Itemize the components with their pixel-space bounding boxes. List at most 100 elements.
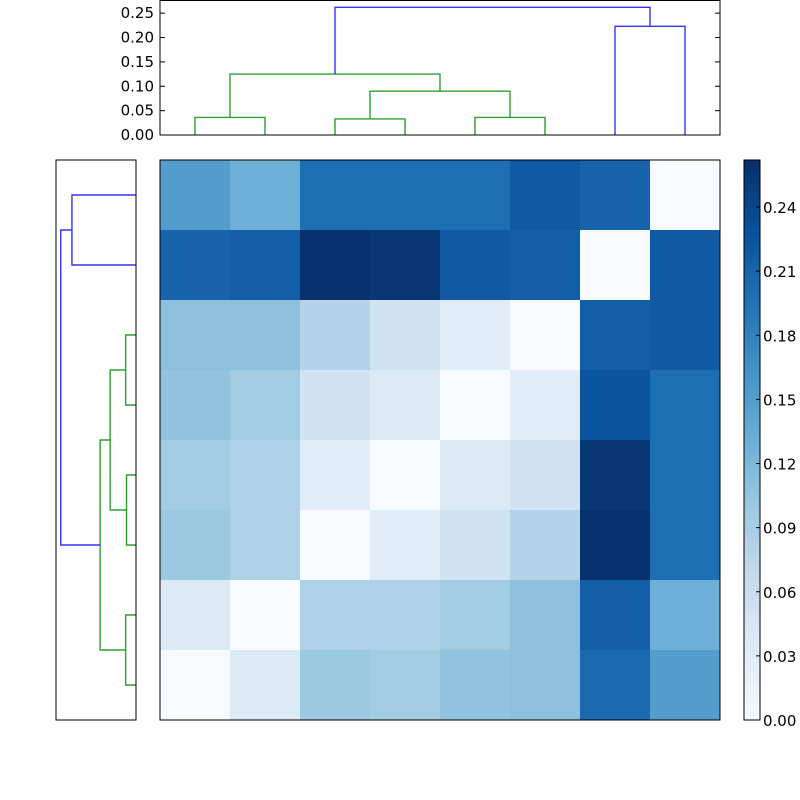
heatmap-cell: [650, 300, 721, 371]
heatmap-frame: [159, 159, 721, 721]
heatmap-cell: [580, 440, 651, 511]
dendrogram-link: [334, 118, 406, 135]
heatmap-cell: [650, 160, 721, 231]
heatmap-cell: [300, 300, 371, 371]
heatmap-cell: [440, 300, 511, 371]
colorbar-tick-label: 0.06: [763, 584, 796, 602]
colorbar-tick-label: 0.12: [763, 456, 796, 474]
top-dendrogram-ytick-label: 0.00: [121, 126, 154, 144]
heatmap-cell: [160, 510, 231, 581]
dendrogram-link: [60, 229, 101, 546]
dendrogram-link: [194, 116, 266, 135]
heatmap-cell: [580, 580, 651, 651]
heatmap-cell: [650, 650, 721, 721]
heatmap-cell: [300, 370, 371, 441]
top-dendrogram-ytick-label: 0.10: [121, 77, 154, 95]
heatmap-cell: [440, 370, 511, 441]
heatmap-cell: [230, 300, 301, 371]
dendrogram-link: [614, 25, 686, 135]
heatmap-cell: [160, 440, 231, 511]
top-dendrogram-ytick-label: 0.05: [121, 102, 154, 120]
heatmap-cell: [440, 650, 511, 721]
colorbar-tick-label: 0.15: [763, 391, 796, 409]
heatmap-cell: [300, 160, 371, 231]
heatmap-cell: [230, 580, 301, 651]
colorbar-tick-label: 0.21: [763, 263, 796, 281]
heatmap-cell: [160, 650, 231, 721]
heatmap-cell: [580, 650, 651, 721]
heatmap-cell: [230, 230, 301, 301]
dendrogram-link: [109, 369, 127, 511]
heatmap-cell: [650, 510, 721, 581]
heatmap-cell: [650, 580, 721, 651]
heatmap-cell: [650, 370, 721, 441]
heatmap-cell: [580, 510, 651, 581]
heatmap-cell: [230, 160, 301, 231]
heatmap: [159, 159, 721, 721]
heatmap-cell: [650, 440, 721, 511]
heatmap-cell: [510, 440, 581, 511]
dendrogram-link: [71, 194, 136, 266]
heatmap-cell: [300, 440, 371, 511]
heatmap-cell: [300, 580, 371, 651]
heatmap-cell: [370, 580, 441, 651]
left-dendrogram-frame: [55, 159, 137, 721]
heatmap-cell: [160, 230, 231, 301]
heatmap-cell: [510, 580, 581, 651]
heatmap-cell: [370, 440, 441, 511]
heatmap-cell: [440, 510, 511, 581]
top-dendrogram-ytick-label: 0.20: [121, 29, 154, 47]
dendrogram-link: [334, 6, 651, 75]
heatmap-cell: [510, 160, 581, 231]
heatmap-cell: [510, 510, 581, 581]
top-dendrogram: [194, 6, 686, 135]
heatmap-cell: [510, 300, 581, 371]
heatmap-cell: [510, 370, 581, 441]
dendrogram-link: [369, 90, 511, 119]
heatmap-cell: [440, 440, 511, 511]
heatmap-cell: [300, 650, 371, 721]
heatmap-cell: [440, 230, 511, 301]
heatmap-cell: [230, 440, 301, 511]
heatmap-cell: [370, 300, 441, 371]
colorbar-tick-label: 0.09: [763, 520, 796, 538]
heatmap-cell: [230, 370, 301, 441]
heatmap-cell: [370, 510, 441, 581]
heatmap-cell: [160, 160, 231, 231]
heatmap-cell: [650, 230, 721, 301]
dendrogram-link: [125, 474, 136, 546]
heatmap-cell: [230, 650, 301, 721]
dendrogram-link: [99, 439, 126, 651]
heatmap-cell: [370, 160, 441, 231]
heatmap-cell: [370, 650, 441, 721]
colorbar-tick-label: 0.00: [763, 712, 796, 730]
heatmap-cell: [580, 300, 651, 371]
heatmap-cell: [580, 230, 651, 301]
dendrogram-link: [124, 334, 136, 406]
dendrogram-link: [124, 614, 136, 686]
heatmap-cell: [440, 160, 511, 231]
heatmap-cell: [440, 580, 511, 651]
top-dendrogram-ytick-label: 0.15: [121, 53, 154, 71]
heatmap-cell: [300, 510, 371, 581]
top-dendrogram-ytick-label: 0.25: [121, 4, 154, 22]
top-dendrogram-axis: 0.00 0.05 0.10 0.15 0.20 0.25: [121, 0, 721, 144]
heatmap-cell: [370, 230, 441, 301]
dendrogram-link: [474, 116, 546, 135]
colorbar-tick-label: 0.18: [763, 327, 796, 345]
heatmap-cell: [160, 370, 231, 441]
heatmap-cell: [370, 370, 441, 441]
colorbar-tick-label: 0.03: [763, 648, 796, 666]
heatmap-cell: [580, 160, 651, 231]
heatmap-cell: [160, 300, 231, 371]
heatmap-cell: [580, 370, 651, 441]
colorbar-tick-label: 0.24: [763, 199, 796, 217]
left-dendrogram: [55, 159, 137, 721]
colorbar: 0.00 0.03 0.06 0.09 0.12 0.15 0.18 0.21 0.24: [743, 159, 796, 730]
dendrogram-link: [229, 73, 441, 118]
heatmap-cell: [510, 230, 581, 301]
heatmap-cell: [300, 230, 371, 301]
heatmap-cell: [510, 650, 581, 721]
heatmap-cell: [230, 510, 301, 581]
